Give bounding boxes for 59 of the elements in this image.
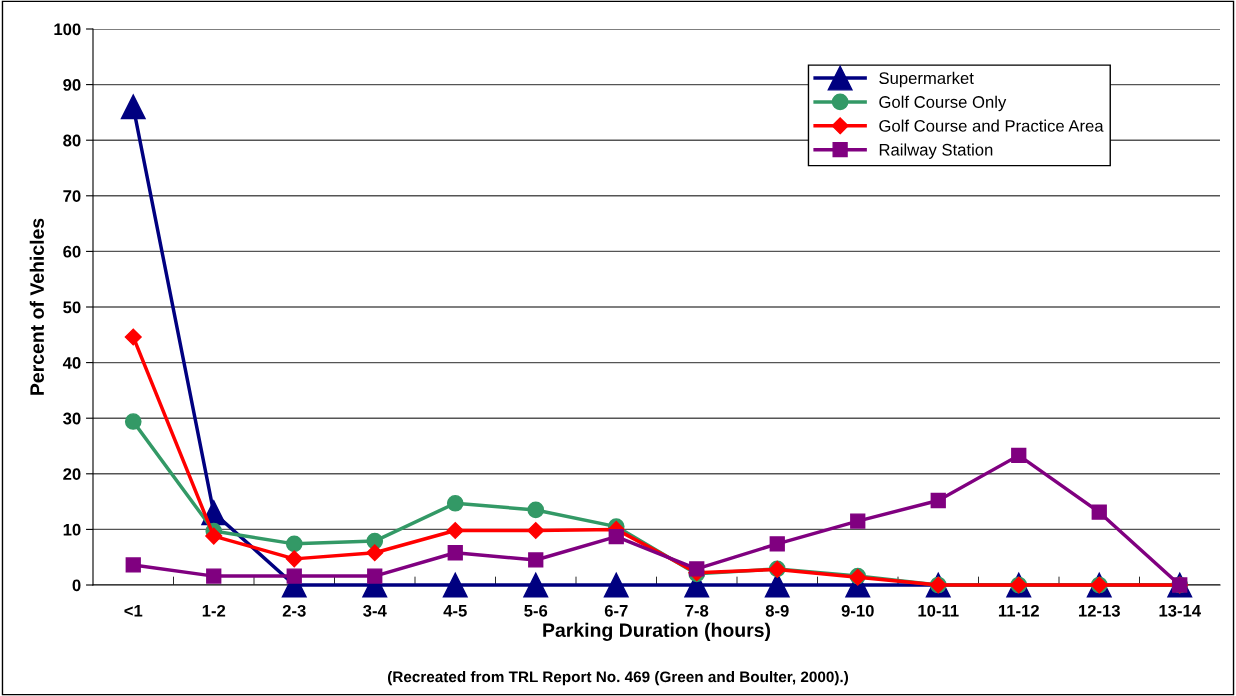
- point: [527, 501, 545, 519]
- x-tick-label: 1-2: [202, 604, 226, 617]
- x-tick-label: 9-10: [841, 604, 874, 617]
- point: [1011, 447, 1027, 464]
- point: [124, 413, 142, 430]
- y-tick-label: 90: [63, 79, 81, 91]
- point: [206, 568, 222, 584]
- point: [446, 494, 464, 512]
- point: [446, 521, 464, 540]
- text: (Recreated from TRL Report No. 469 (Green and Boulter, 2000).): [387, 671, 849, 686]
- point: [366, 544, 384, 562]
- x-tick-label: 13-14: [1159, 604, 1201, 617]
- y-tick-label: 0: [72, 579, 81, 592]
- legend-label: Golf Course Only: [879, 95, 1007, 112]
- y-tick-label: 60: [63, 245, 81, 258]
- x-tick-label: 7-8: [685, 604, 709, 617]
- point: [447, 545, 463, 561]
- point: [285, 535, 303, 553]
- y-tick-label: 10: [63, 523, 81, 536]
- point: [125, 557, 141, 573]
- point: [850, 513, 866, 529]
- point: [205, 527, 223, 545]
- x-axis-title: Parking Duration (hours): [543, 622, 771, 641]
- point: [120, 94, 146, 120]
- x-tick-label: 6-7: [604, 604, 628, 617]
- x-tick-label: <1: [124, 605, 143, 617]
- point: [1091, 504, 1107, 520]
- point: [689, 561, 705, 577]
- point: [367, 568, 383, 584]
- y-tick-label: 100: [54, 23, 81, 36]
- legend-label: Golf Course and Practice Area: [879, 119, 1104, 132]
- y-tick-label: 30: [63, 412, 81, 425]
- x-tick-label: 11-12: [998, 604, 1039, 617]
- x-tick-label: 12-13: [1078, 604, 1120, 617]
- y-tick-label: 50: [63, 301, 81, 314]
- point: [442, 572, 468, 598]
- x-tick-label: 10-11: [918, 604, 959, 617]
- point: [608, 528, 624, 545]
- y-tick-label: 70: [63, 190, 81, 202]
- point: [769, 536, 785, 552]
- y-tick-label: 80: [63, 134, 81, 147]
- legend-label: Supermarket: [879, 71, 974, 88]
- y-tick-label: 20: [63, 468, 81, 480]
- legend-label: Railway Station: [879, 143, 993, 159]
- x-tick-label: 4-5: [443, 605, 467, 617]
- point: [523, 572, 549, 598]
- point: [528, 552, 544, 568]
- point: [286, 568, 302, 584]
- point: [527, 521, 545, 540]
- y-axis-title: Percent of Vehicles: [29, 218, 44, 395]
- x-tick-label: 3-4: [363, 604, 387, 617]
- point: [124, 328, 142, 346]
- x-tick-label: 8-9: [765, 604, 789, 617]
- point: [930, 492, 946, 509]
- x-tick-label: 5-6: [524, 604, 548, 617]
- point: [285, 550, 303, 568]
- point: [603, 572, 629, 598]
- y-tick-label: 40: [62, 357, 81, 369]
- x-tick-label: 2-3: [282, 604, 306, 617]
